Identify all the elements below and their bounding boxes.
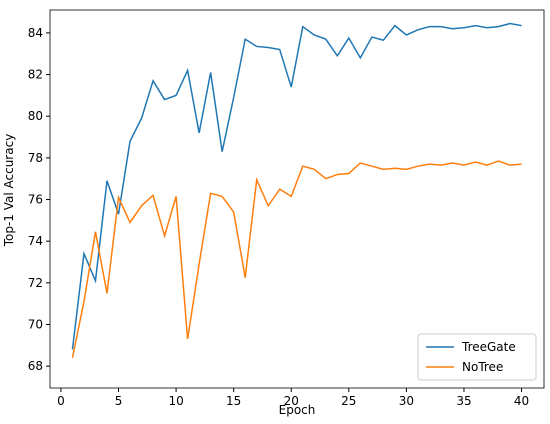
- y-tick-label: 84: [28, 26, 43, 40]
- x-tick-label: 40: [514, 394, 529, 408]
- legend-box: [417, 333, 537, 381]
- legend-label: TreeGate: [461, 340, 516, 354]
- x-tick-label: 20: [284, 394, 299, 408]
- x-axis-label: Epoch: [279, 403, 316, 417]
- y-tick-label: 76: [28, 193, 43, 207]
- series-line: [71, 160, 522, 358]
- y-tick-label: 70: [28, 317, 43, 331]
- series-line: [71, 22, 522, 350]
- legend-label: NoTree: [462, 360, 503, 374]
- x-tick-label: 35: [456, 394, 471, 408]
- y-tick-label: 80: [28, 109, 43, 123]
- y-tick-label: 74: [28, 234, 43, 248]
- y-axis-label: Top-1 Val Accuracy: [2, 134, 16, 248]
- y-tick-label: 78: [28, 151, 43, 165]
- x-tick-label: 30: [399, 394, 414, 408]
- x-tick-label: 10: [168, 394, 183, 408]
- x-tick-label: 25: [341, 394, 356, 408]
- plot-frame: [49, 9, 545, 389]
- x-tick-label: 5: [115, 394, 123, 408]
- x-tick-label: 15: [226, 394, 241, 408]
- x-tick-label: 0: [57, 394, 65, 408]
- y-tick-label: 68: [28, 359, 43, 373]
- legend: TreeGate NoTree: [417, 333, 537, 381]
- y-tick-label: 72: [28, 276, 43, 290]
- y-tick-label: 82: [28, 68, 43, 82]
